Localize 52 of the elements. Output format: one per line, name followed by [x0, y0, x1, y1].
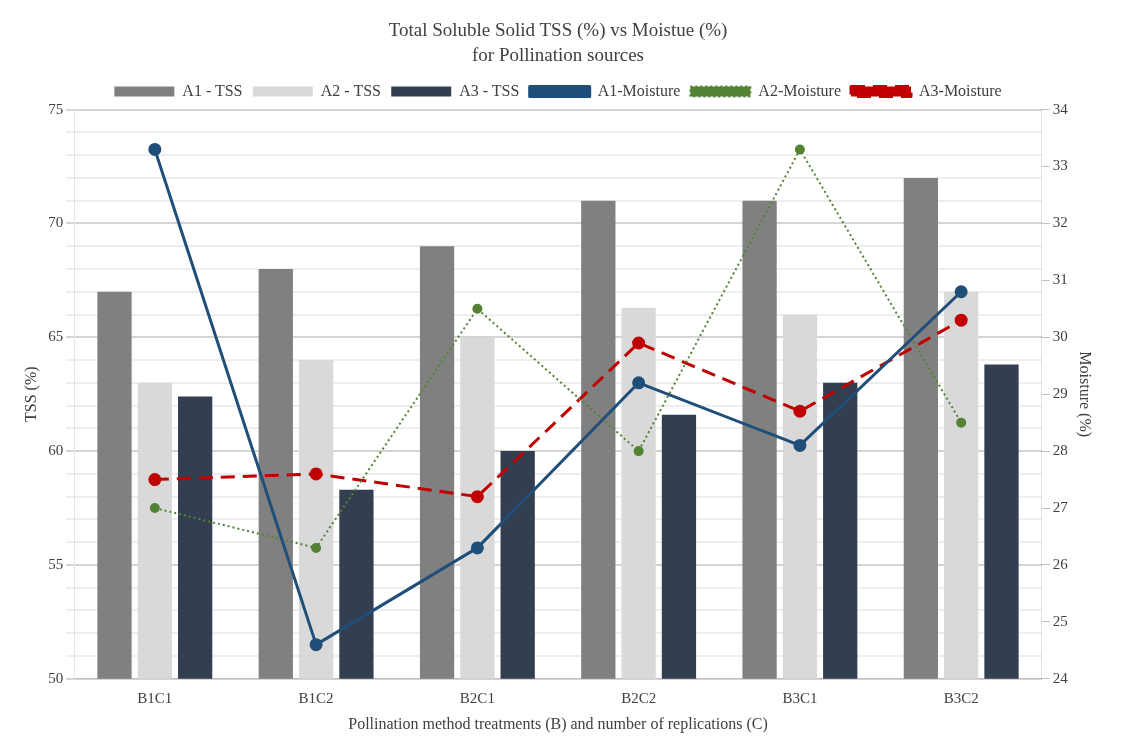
- y2-axis-title: Moisture (%): [1076, 351, 1095, 438]
- y2-tick-label: 28: [1052, 442, 1068, 459]
- point: [148, 142, 162, 156]
- y2-tick-label: 25: [1052, 612, 1068, 629]
- point: [149, 503, 160, 514]
- point: [793, 404, 807, 418]
- y-tick-label: 70: [48, 214, 64, 231]
- y2-tick-label: 29: [1052, 385, 1068, 402]
- point: [470, 490, 484, 504]
- x-tick-label: B1C1: [137, 689, 173, 706]
- x-axis-title: Pollination method treatments (B) and number of replications (C): [348, 714, 768, 733]
- point: [954, 313, 968, 327]
- chart-title: Total Soluble Solid TSS (%) vs Moistue (%): [388, 19, 728, 42]
- y-tick-label: 65: [48, 328, 64, 345]
- point: [632, 336, 646, 350]
- x-tick-label: B2C1: [459, 689, 495, 706]
- y-axis-title: TSS (%): [21, 366, 40, 422]
- x-tick-label: B3C2: [943, 689, 979, 706]
- point: [794, 144, 805, 155]
- point: [954, 285, 968, 299]
- point: [311, 542, 322, 553]
- y-tick-label: 55: [48, 555, 64, 572]
- y2-tick-label: 26: [1052, 555, 1069, 572]
- point: [793, 438, 807, 452]
- y2-tick-label: 31: [1052, 271, 1068, 288]
- point: [309, 638, 323, 652]
- point: [472, 303, 483, 314]
- legend-label: A3 - TSS: [459, 81, 520, 99]
- point: [633, 446, 644, 457]
- legend-label: A1 - TSS: [182, 81, 243, 99]
- point: [309, 467, 323, 481]
- y-tick-label: 60: [48, 442, 64, 459]
- y2-tick-label: 30: [1052, 328, 1068, 345]
- x-tick-label: B2C2: [621, 689, 657, 706]
- point: [956, 417, 967, 428]
- y2-tick-label: 33: [1052, 157, 1068, 174]
- chart-subtitle: for Pollination sources: [471, 44, 645, 66]
- point: [148, 473, 162, 487]
- legend-label: A3-Moisture: [919, 81, 1002, 99]
- y2-tick-label: 32: [1052, 214, 1068, 231]
- x-tick-label: B3C1: [782, 689, 818, 706]
- legend-label: A1-Moisture: [597, 81, 681, 99]
- x-tick-label: B1C2: [298, 689, 334, 706]
- legend-label: A2 - TSS: [320, 81, 381, 99]
- point: [470, 541, 484, 555]
- y2-tick-label: 27: [1052, 498, 1069, 515]
- y2-tick-label: 34: [1052, 100, 1069, 117]
- y-tick-label: 50: [48, 669, 64, 686]
- point: [632, 376, 646, 390]
- y-tick-label: 75: [48, 100, 64, 117]
- y2-tick-label: 24: [1052, 669, 1069, 686]
- legend-label: A2-Moisture: [758, 81, 842, 99]
